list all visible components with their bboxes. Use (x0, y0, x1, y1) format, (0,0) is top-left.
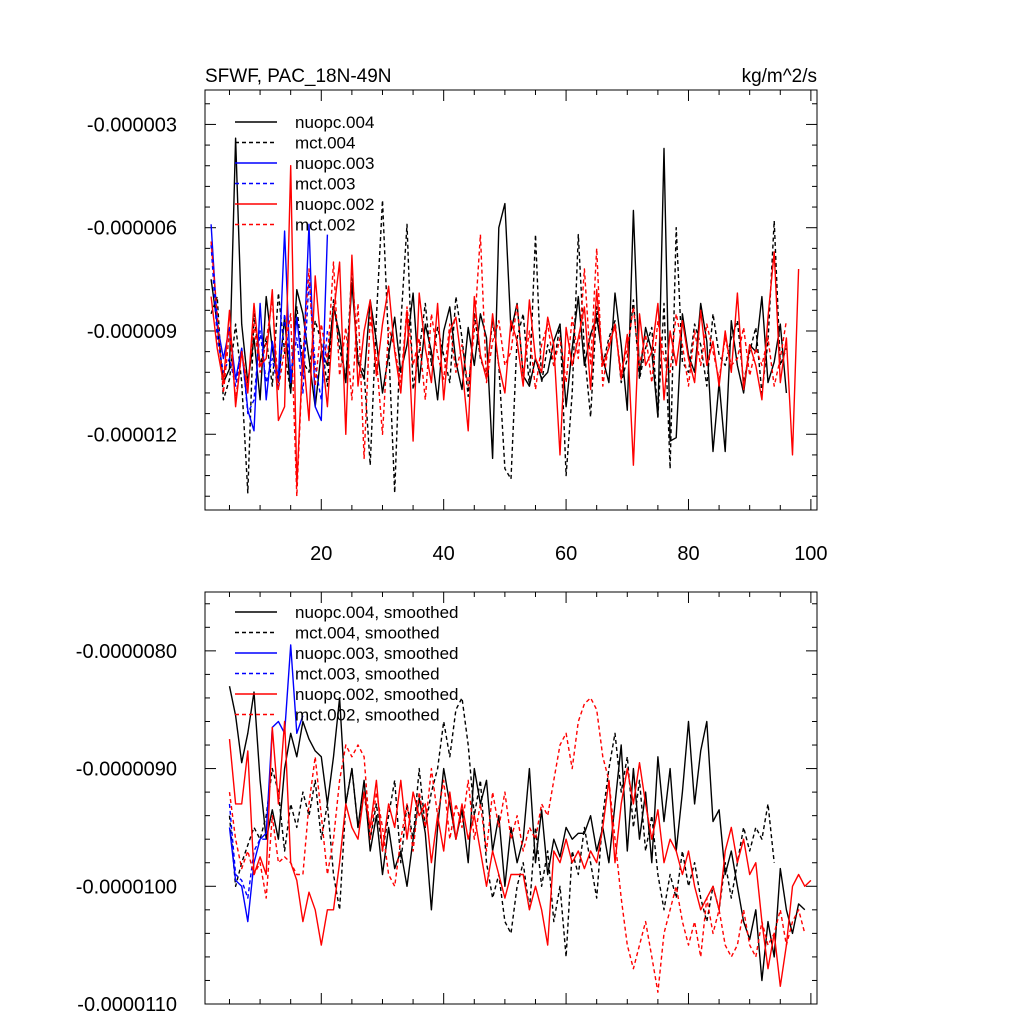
bottom-plot-frame (204, 591, 818, 1005)
legend-label: mct.004, smoothed (295, 624, 440, 643)
legend-label: nuopc.004, smoothed (295, 603, 459, 622)
y-tick-label: -0.0000090 (76, 759, 177, 781)
y-tick-label: -0.0000110 (77, 994, 177, 1016)
top-yticks: -0.000003 -0.000006 -0.000009 -0.000012 (87, 103, 817, 497)
legend-label: nuopc.003 (295, 154, 374, 173)
series-line-mct-002-smoothed (228, 697, 806, 993)
legend-label: nuopc.002, smoothed (295, 685, 459, 704)
top-panel: SFWF, PAC_18N-49N kg/m^2/s 20 40 60 80 100 -… (87, 66, 828, 565)
top-units: kg/m^2/s (742, 66, 817, 87)
series-line-mct-003-smoothed (228, 803, 267, 899)
bottom-yticks: -0.0000080 -0.0000090 -0.0000100 -0.0000110 (76, 603, 817, 1016)
series-line-nuopc-004-smoothed (228, 686, 806, 982)
x-tick-label: 100 (794, 543, 827, 565)
legend-label: mct.004 (295, 134, 355, 153)
legend-label: mct.002, smoothed (295, 706, 440, 725)
y-tick-label: -0.000009 (87, 321, 177, 343)
x-tick-label: 20 (310, 543, 332, 565)
x-tick-label: 60 (555, 543, 577, 565)
y-tick-label: -0.000006 (87, 218, 177, 240)
series-line-nuopc-003-smoothed (228, 644, 304, 923)
series-line-nuopc-002-smoothed (228, 720, 812, 987)
bottom-panel: -0.0000080 -0.0000090 -0.0000100 -0.0000110… (76, 591, 818, 1016)
legend-label: nuopc.003, smoothed (295, 644, 459, 663)
y-tick-label: -0.000003 (87, 114, 177, 136)
legend-label: mct.003 (295, 175, 355, 194)
y-tick-label: -0.0000100 (76, 876, 177, 898)
series-line-mct-003 (210, 244, 329, 415)
x-tick-label: 80 (677, 543, 699, 565)
bottom-xticks (228, 592, 812, 1004)
top-series (210, 137, 800, 497)
series-line-mct-004-smoothed (228, 697, 775, 958)
legend-label: mct.002 (295, 216, 355, 235)
series-line-nuopc-004 (210, 137, 788, 460)
top-plot-frame (204, 89, 818, 511)
top-title: SFWF, PAC_18N-49N (205, 66, 392, 87)
legend-label: nuopc.004 (295, 113, 374, 132)
series-line-nuopc-002 (210, 164, 800, 487)
y-tick-label: -0.0000080 (76, 641, 177, 663)
y-tick-label: -0.000012 (87, 424, 177, 446)
legend-label: nuopc.002 (295, 195, 374, 214)
x-tick-label: 40 (433, 543, 455, 565)
series-line-mct-002 (210, 233, 788, 497)
top-xticks: 20 40 60 80 100 (228, 90, 828, 565)
bottom-series (228, 644, 812, 993)
legend-label: mct.003, smoothed (295, 665, 440, 684)
